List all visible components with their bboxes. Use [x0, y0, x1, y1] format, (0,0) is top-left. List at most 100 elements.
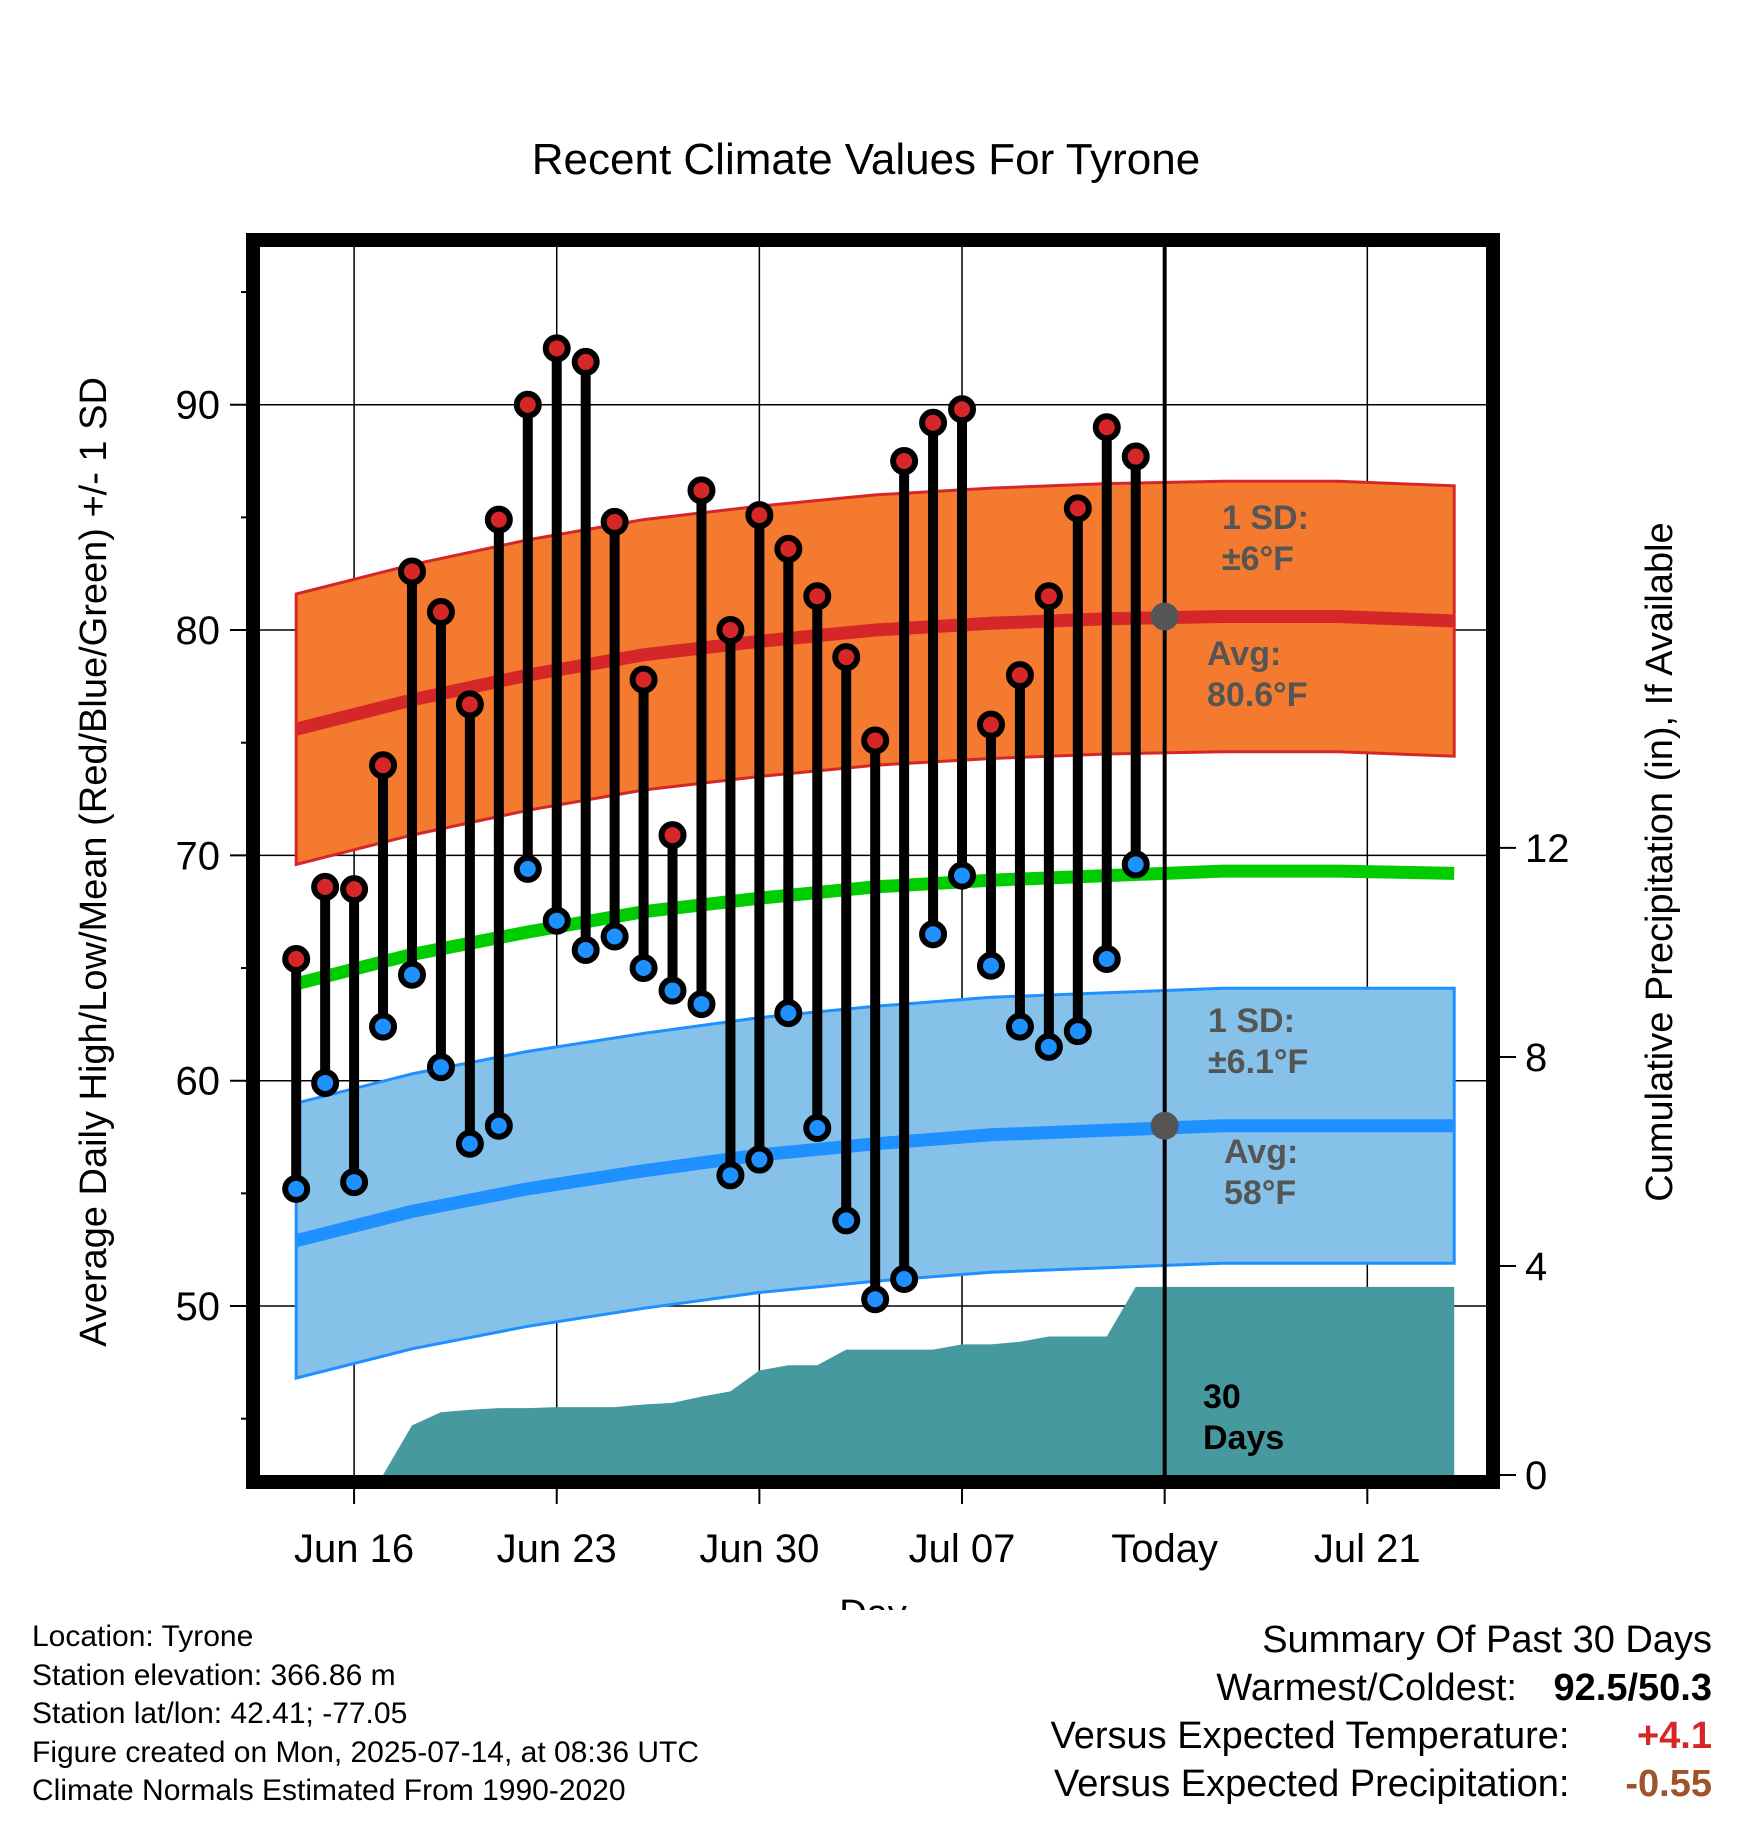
high-point-1: [311, 872, 340, 901]
high-point-21: [890, 447, 919, 476]
station-info: Location: Tyrone Station elevation: 366.…: [32, 1618, 699, 1811]
high-point-2: [340, 875, 369, 904]
precip-cumulative-area: [383, 1286, 1455, 1475]
high-point-28: [1092, 413, 1121, 442]
low-point-0: [282, 1174, 311, 1203]
low-avg-marker: [1150, 1111, 1179, 1140]
y2-tick-label-0: 0: [1525, 1454, 1547, 1498]
low-point-25: [1005, 1012, 1034, 1041]
low-point-1: [311, 1068, 340, 1097]
elevation-text: Station elevation: 366.86 m: [32, 1658, 396, 1692]
temp-label: Versus Expected Temperature:: [1050, 1715, 1570, 1757]
y-tick-label-4: 90: [176, 384, 221, 428]
axes: Jun 16 Jun 23 Jun 30 Jul 07 Today Jul 21 50 60 7…: [73, 233, 1681, 1610]
precip-label: Versus Expected Precipitation:: [1054, 1763, 1570, 1805]
high-point-11: [600, 507, 629, 536]
y-tick-label-2: 70: [176, 834, 221, 878]
precip-row: Versus Expected Precipitation: -0.55: [1051, 1760, 1712, 1808]
low-point-22: [919, 920, 948, 949]
high-point-17: [774, 534, 803, 563]
high-normal-line: [294, 610, 1455, 736]
y-axis-label: Average Daily High/Low/Mean (Red/Blue/Gr…: [73, 377, 115, 1347]
normals-text: Climate Normals Estimated From 1990-2020: [32, 1774, 626, 1807]
low-point-14: [687, 990, 716, 1019]
y2-tick-label-3: 12: [1525, 827, 1570, 871]
low-sd-label-1: ±6.1°F: [1208, 1043, 1308, 1081]
low-point-7: [484, 1111, 513, 1140]
plot-area: [260, 247, 1486, 1475]
x-tick-label-5: Jul 21: [1314, 1527, 1421, 1571]
x-tick-label-1: Jun 23: [497, 1527, 617, 1571]
low-avg-label-1: 58°F: [1224, 1174, 1296, 1212]
high-sd-label-1: ±6°F: [1222, 540, 1294, 578]
x-tick-label-3: Jul 07: [909, 1527, 1016, 1571]
low-point-11: [600, 922, 629, 951]
high-point-29: [1121, 442, 1150, 471]
low-point-5: [426, 1053, 455, 1082]
y-tick-label-1: 60: [176, 1060, 221, 1104]
low-point-2: [340, 1168, 369, 1197]
today-days-label-0: 30: [1203, 1378, 1241, 1416]
high-point-13: [658, 821, 687, 850]
daily-points: [282, 334, 1150, 1314]
temp-value: +4.1: [1636, 1715, 1712, 1757]
plot-frame: [246, 233, 1500, 1489]
high-point-8: [513, 390, 542, 419]
low-point-21: [890, 1264, 919, 1293]
low-point-6: [455, 1129, 484, 1158]
high-point-18: [803, 582, 832, 611]
daily-range-stems: [291, 348, 1141, 1300]
summary-heading: Summary Of Past 30 Days: [1262, 1619, 1712, 1661]
y2-tick-label-2: 8: [1525, 1036, 1547, 1080]
low-point-15: [716, 1161, 745, 1190]
summary-panel: Summary Of Past 30 Days Warmest/Coldest:…: [1051, 1616, 1712, 1808]
high-point-3: [369, 751, 398, 780]
high-point-5: [426, 598, 455, 627]
low-point-9: [542, 906, 571, 935]
low-point-27: [1063, 1017, 1092, 1046]
low-point-17: [774, 999, 803, 1028]
today-days-label-1: Days: [1203, 1419, 1284, 1457]
low-point-16: [745, 1145, 774, 1174]
chart-title: Recent Climate Values For Tyrone: [532, 135, 1200, 184]
low-sd-label-0: 1 SD:: [1208, 1002, 1295, 1040]
high-point-0: [282, 945, 311, 974]
high-point-22: [919, 408, 948, 437]
warm-cold-row: Warmest/Coldest: 92.5/50.3: [1051, 1664, 1712, 1712]
low-point-8: [513, 854, 542, 883]
warm-cold-label: Warmest/Coldest:: [1216, 1667, 1517, 1709]
high-point-20: [861, 726, 890, 755]
low-point-20: [861, 1285, 890, 1314]
low-point-12: [629, 954, 658, 983]
low-point-13: [658, 976, 687, 1005]
x-tick-label-4: Today: [1111, 1527, 1218, 1571]
high-point-27: [1063, 494, 1092, 523]
low-avg-label-0: Avg:: [1224, 1133, 1298, 1171]
high-avg-label-1: 80.6°F: [1207, 676, 1308, 714]
high-avg-label-0: Avg:: [1207, 635, 1281, 673]
low-point-29: [1121, 850, 1150, 879]
high-point-10: [571, 347, 600, 376]
high-point-6: [455, 690, 484, 719]
high-point-15: [716, 616, 745, 645]
high-point-14: [687, 476, 716, 505]
warm-cold-value: 92.5/50.3: [1553, 1667, 1712, 1709]
high-point-7: [484, 505, 513, 534]
low-point-18: [803, 1114, 832, 1143]
high-point-25: [1005, 661, 1034, 690]
latlon-text: Station lat/lon: 42.41; -77.05: [32, 1697, 408, 1730]
x-tick-label-2: Jun 30: [699, 1527, 819, 1571]
x-tick-label-0: Jun 16: [294, 1527, 414, 1571]
low-point-23: [948, 861, 977, 890]
high-point-9: [542, 334, 571, 363]
high-point-4: [397, 557, 426, 586]
y-tick-label-0: 50: [176, 1285, 221, 1329]
high-point-16: [745, 501, 774, 530]
high-sd-label-0: 1 SD:: [1222, 499, 1309, 537]
x-axis-label: Day: [839, 1593, 907, 1610]
precip-area: [383, 1286, 1455, 1475]
low-point-26: [1034, 1032, 1063, 1061]
y-tick-label-3: 80: [176, 609, 221, 653]
location-text: Location: Tyrone: [32, 1620, 254, 1653]
